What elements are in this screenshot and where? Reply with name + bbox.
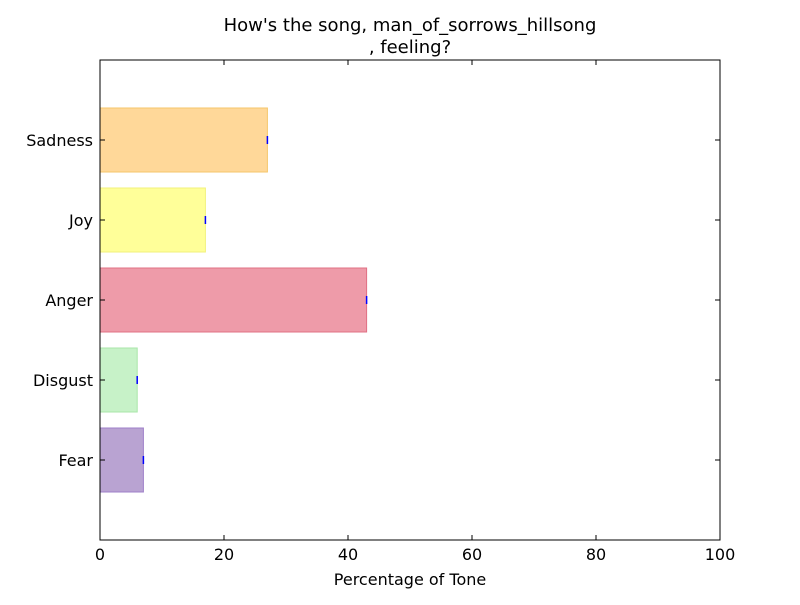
y-tick-label-disgust: Disgust bbox=[33, 371, 93, 390]
x-tick-label-60: 60 bbox=[462, 545, 482, 564]
x-tick-label-100: 100 bbox=[705, 545, 736, 564]
x-tick-label-40: 40 bbox=[338, 545, 358, 564]
y-tick-label-sadness: Sadness bbox=[26, 131, 93, 150]
x-tick-label-0: 0 bbox=[95, 545, 105, 564]
x-tick-label-80: 80 bbox=[586, 545, 606, 564]
bar-fear bbox=[99, 427, 144, 493]
chart-title-line-1: How's the song, man_of_sorrows_hillsong bbox=[224, 15, 597, 36]
bar-disgust bbox=[99, 347, 138, 413]
bar-sadness bbox=[99, 107, 268, 173]
plot-frame bbox=[99, 59, 721, 541]
y-tick-label-fear: Fear bbox=[58, 451, 93, 470]
y-tick-label-anger: Anger bbox=[45, 291, 93, 310]
x-tick-label-20: 20 bbox=[214, 545, 234, 564]
x-axis-label: Percentage of Tone bbox=[334, 570, 486, 589]
y-tick-label-joy: Joy bbox=[68, 211, 93, 230]
ticks-layer: Fear Disgust Anger Joy Sadness 0 20 40 60 80 100 bbox=[26, 60, 735, 564]
bar-joy bbox=[99, 187, 206, 253]
chart-title-line-2: , feeling? bbox=[369, 37, 451, 58]
bars-layer bbox=[99, 107, 368, 493]
bar-anger bbox=[99, 267, 368, 333]
